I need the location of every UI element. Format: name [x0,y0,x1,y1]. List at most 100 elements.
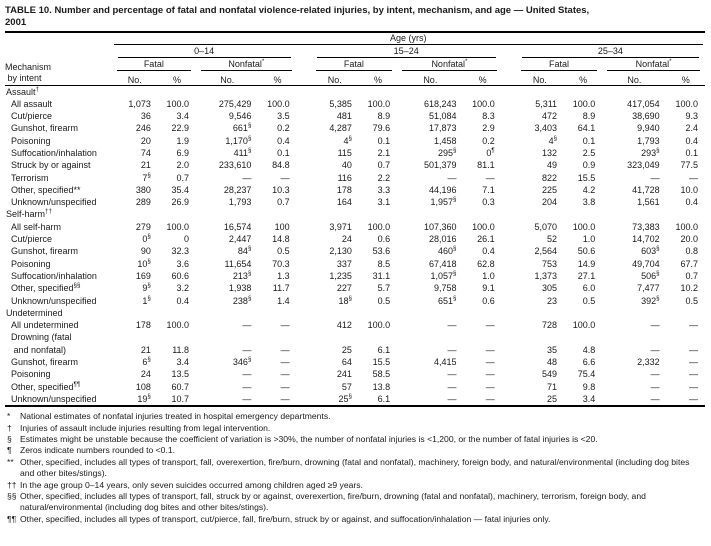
cell: 7§ [142,171,151,183]
cell: 1,957§ [430,196,457,208]
col-percent: % [463,71,502,86]
cell: 71 [547,381,558,392]
row-label: Poisoning [11,135,51,146]
cell: 1,458 [433,135,457,146]
column-gap [297,159,311,171]
table-row: All assault 1,073 100.0 275,429 100.0 5,385 10… [5,98,705,110]
cell: 16,574 [223,221,252,232]
cell: 10.3 [272,184,290,195]
cell: 100.0 [572,98,596,109]
cell: 26.1 [477,234,495,245]
cell: 31.1 [372,270,391,281]
nonfatal-header: Nonfatal* [397,58,502,71]
cell: 100.0 [572,320,596,331]
cell: 0.8 [685,246,698,257]
cell: — [280,344,290,355]
footnote-text: In the age group 0–14 years, only seven … [20,479,363,490]
age-group-25-34: 25–34 [516,45,705,58]
cell: 4,415 [433,357,457,368]
cell: 24 [341,234,352,245]
column-gap [502,98,516,110]
cell: 2,447 [228,234,252,245]
fatal-header: Fatal [112,58,196,71]
footnote-marker: ¶¶ [7,513,17,524]
cell: 100.0 [367,221,391,232]
cell: 5,385 [329,98,352,109]
column-gap [297,110,311,122]
cell: 2,130 [329,246,352,257]
row-label: All self-harm [11,221,62,232]
cell: 25 [341,344,352,355]
cell: 822 [542,172,558,183]
column-gap [502,172,516,184]
cell: — [485,381,495,392]
cell: 2.2 [377,172,391,183]
cell: 1,793 [228,197,252,208]
row-label: Cut/pierce [11,111,53,122]
cell: 3.1 [377,197,391,208]
cell: — [485,369,495,380]
cell: 28,237 [223,184,252,195]
cell: 1,057§ [430,269,457,281]
cell: 3.4 [176,357,190,368]
column-gap [502,368,516,380]
table-row: Gunshot, firearm 246 22.9 661§ 0.2 4,287 79.6 1… [5,122,705,134]
cell: 15.5 [372,357,391,368]
column-gap [297,381,311,393]
cell: 32.3 [171,246,190,257]
column-gap [502,282,516,294]
cell: 3,971 [329,221,352,232]
cell: 6.1 [377,344,391,355]
column-gap [297,295,311,307]
cell: — [447,172,457,183]
cell: 10.7 [171,393,190,404]
footnote-marker: §§ [7,491,17,502]
cell: 9§ [142,282,151,294]
stub-header: Mechanism by intent [5,58,112,86]
cell: 7,477 [637,283,660,294]
cell: 53.6 [372,246,391,257]
cell: 40 [341,160,352,171]
cell: 10.0 [680,184,698,195]
nonfatal-footnote-marker: * [669,58,672,65]
cell: 4§ [343,134,352,146]
column-gap [502,147,516,159]
cell: 3.4 [582,393,596,404]
cell: 64 [341,357,352,368]
table-row: Drowning (fatal and nonfatal) 21 11.8 — — 25 6… [5,331,705,356]
cell: 246 [135,123,151,134]
cell: 8.3 [482,111,495,122]
footnote: * National estimates of nonfatal injuries… [5,411,705,422]
row-label: All assault [11,98,53,109]
cell: 25 [547,393,558,404]
cell: — [485,357,495,368]
cell: 4,287 [329,123,352,134]
section-row: Assault† [5,85,705,98]
cell: 10§ [137,257,151,269]
cell: 0.3 [482,197,495,208]
column-gap [502,258,516,270]
col-percent: % [666,71,705,86]
footnotes: * National estimates of nonfatal injuries… [5,411,705,525]
cell: — [280,172,290,183]
cell: 460§ [438,245,457,257]
column-gap [502,184,516,196]
cell: 227 [336,283,352,294]
cell: 4§ [548,134,558,146]
nonfatal-header: Nonfatal* [602,58,705,71]
cell: 549 [542,369,558,380]
table-row: Other, specified¶¶ 108 60.7 — — 57 13.8 — — 71 9.8… [5,381,705,393]
row-label: Gunshot, firearm [11,123,79,134]
cell: 728 [542,320,558,331]
table-row: Unknown/unspecified 289 26.9 1,793 0.7 164 3.1… [5,196,705,208]
cell: 6§ [142,356,151,368]
cell: 0.5 [582,295,596,306]
cell: — [485,172,495,183]
row-label: Unknown/unspecified [11,393,97,404]
footnote-text: Other, specified, includes all types of … [20,456,690,479]
cell: 84§ [237,245,252,257]
cell: 651§ [438,294,457,306]
cell: 1.4 [277,295,290,306]
cell: — [447,344,457,355]
age-axis-label: Age (yrs) [113,33,703,45]
